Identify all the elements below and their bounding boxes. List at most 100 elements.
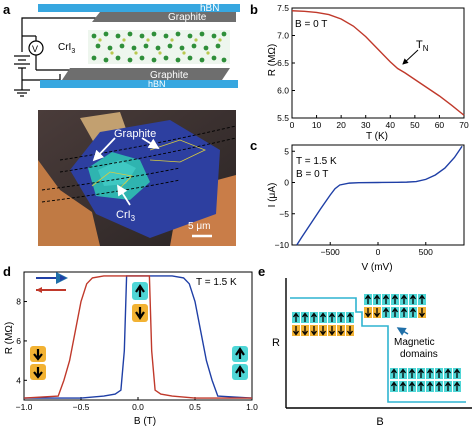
grid-left-top-arrow [346,312,354,322]
chart-d-xtick-label: −0.5 [73,402,90,412]
panel-a: a V [3,2,240,246]
chart-d-ytick-label: 4 [16,375,21,385]
grid-mid-bottom-arrow [382,307,390,317]
grid-mid-bottom-arrow [409,307,417,317]
chart-b-ylabel: R (MΩ) [267,44,278,76]
optical-micrograph [38,110,237,246]
chart-b-xlabel: T (K) [366,131,388,142]
grid-left-bottom-arrow [346,326,354,336]
chart-e-ylabel: R [272,337,280,349]
grid-mid-bottom-arrow [364,308,372,318]
grid-mid-bottom-arrow [391,307,399,317]
grid-right-bottom-arrow [399,381,407,391]
chart-d: −1.0 −0.5 0.0 0.5 1.0 4 6 8 [16,271,258,412]
chart-c-ylabel: I (μA) [267,183,278,208]
spin-grids-e [292,294,461,392]
grid-right-top-arrow [444,368,452,378]
chart-b-ytick-label: 6.5 [277,58,289,68]
grid-mid-top-arrow [382,294,390,304]
chart-c: −500 0 500 −10 −5 0 5 [275,144,465,257]
chart-d-ytick-label: 6 [16,336,21,346]
grid-right-bottom-arrow [453,381,461,391]
grid-left-top-arrow [319,312,327,322]
grid-mid-top-arrow [391,294,399,304]
chart-b-ytick-label: 7.0 [277,31,289,41]
grid-right-top-arrow [426,368,434,378]
chart-c-series-0 [296,145,463,246]
cri3-lattice [88,30,230,64]
grid-left-top-arrow [328,312,336,322]
sweep-up-arrowhead [60,275,66,281]
chart-b-xtick-label: 70 [459,120,469,130]
chart-c-ytick-label: 5 [284,146,289,156]
chart-b-xtick-label: 0 [290,120,295,130]
grid-right-bottom-arrow [426,381,434,391]
grid-right-top-arrow [417,368,425,378]
panel-a-label: a [3,2,11,17]
grid-right-top-arrow [408,368,416,378]
grid-right-top-arrow [435,368,443,378]
chart-c-ytick-label: −10 [275,240,290,250]
sweep-down-arrowhead [36,287,42,293]
grid-left-bottom-arrow [319,326,327,336]
grid-right-bottom-arrow [390,381,398,391]
grid-right-bottom-arrow [435,381,443,391]
panel-d-label: d [3,264,11,279]
chart-b-series-0 [291,10,465,116]
chart-c-xtick-label: 500 [419,247,433,257]
chart-b-ytick-label: 6.0 [277,86,289,96]
grid-mid-bottom-arrow [400,307,408,317]
grid-right-top-arrow [399,368,407,378]
chart-d-annotation: T = 1.5 K [196,277,237,288]
grid-mid-bottom-arrow [373,308,381,318]
tn-arrow [402,49,419,65]
chart-b-xtick-label: 10 [312,120,322,130]
graphite-top-layer [92,12,236,22]
grid-left-bottom-arrow [301,326,309,336]
hbn-bottom-layer [40,80,238,88]
chart-d-ylabel: R (MΩ) [4,322,15,354]
panel-e-label: e [258,264,265,279]
panel-b: b R (MΩ) 0 10 20 30 40 50 60 705.56.06.57.07.5 … [250,2,469,142]
chart-d-xtick-label: 0.0 [132,402,144,412]
hbn-top-label: hBN [200,3,219,14]
micrograph-graphite-label: Graphite [114,128,156,140]
grid-right-bottom-arrow [444,381,452,391]
grid-left-top-arrow [337,312,345,322]
domain-arrow [396,327,409,336]
chart-e-step-line [290,297,466,403]
graphite-bottom-layer [62,68,230,80]
chart-b-xtick-label: 50 [410,120,420,130]
chart-d-xlabel: B (T) [134,416,156,427]
panel-c: c I (μA) −500 0 500 −10 −5 0 5 T = 1.5 K B = 0… [250,138,465,273]
grid-left-bottom-arrow [337,326,345,336]
panel-b-label: b [250,2,258,17]
chart-b: 0 10 20 30 40 50 60 70 5.5 6.0 6.5 7.0 7.5 [277,3,469,130]
hbn-bottom-label: hBN [148,79,166,89]
chart-d-series-0 [24,275,253,399]
panel-c-label: c [250,138,257,153]
hbn-top-layer [38,4,240,12]
scale-bar-label: 5 μm [188,221,210,232]
chart-c-annotation-b: B = 0 T [296,169,328,180]
chart-d-series-1 [23,275,252,399]
chart-b-xtick-label: 30 [361,120,371,130]
chart-d-xtick-label: −1.0 [16,402,33,412]
grid-left-top-arrow [301,312,309,322]
chart-b-xtick-label: 20 [336,120,346,130]
chart-d-xtick-label: 1.0 [246,402,258,412]
spin-inset-up-right [232,346,248,380]
annotation-magnetic: Magnetic [394,337,435,348]
grid-mid-top-arrow [373,294,381,304]
panel-e: e R B Magnetic domains [258,264,472,428]
grid-mid-top-arrow [400,294,408,304]
grid-left-bottom-arrow [310,326,318,336]
chart-c-annotation-t: T = 1.5 K [296,156,337,167]
chart-e-axes [285,278,472,409]
grid-mid-top-arrow [364,294,372,304]
chart-e-xlabel: B [376,416,383,428]
chart-c-xtick-label: −500 [321,247,340,257]
annotation-domains: domains [400,349,438,360]
